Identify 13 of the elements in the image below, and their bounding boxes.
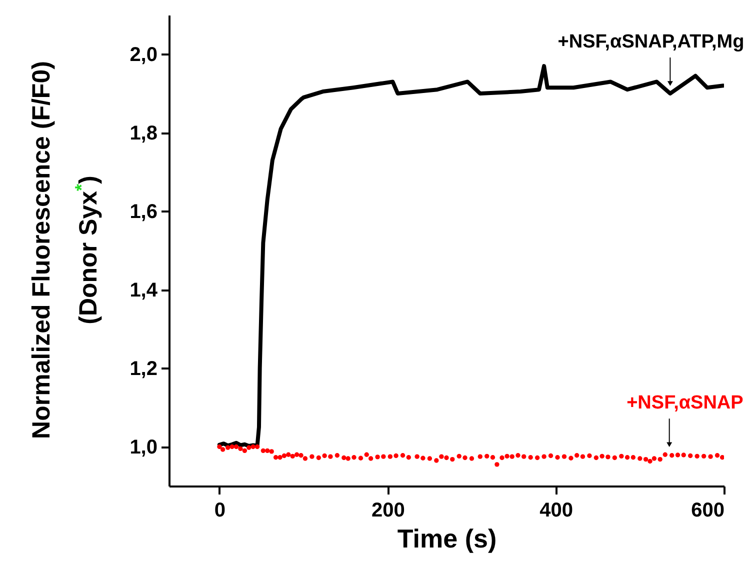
x-tick-label: 200 xyxy=(371,500,405,522)
x-tick-label: 600 xyxy=(691,500,724,522)
annotation: +NSF,αSNAP xyxy=(626,392,744,414)
x-axis-title: Time (s) xyxy=(397,524,497,554)
x-tick-label: 400 xyxy=(540,500,574,522)
annotation: +NSF,αSNAP,ATP,Mg xyxy=(558,32,744,52)
y-tick-label: 1,2 xyxy=(130,358,158,380)
y-tick-label: 1,4 xyxy=(130,279,158,302)
y-tick-label: 1,0 xyxy=(130,436,158,458)
y-tick-label: 1,6 xyxy=(130,200,158,223)
y-tick-label: 2,0 xyxy=(130,44,158,66)
y-tick-label: 1,8 xyxy=(130,122,158,144)
x-tick-label: 0 xyxy=(214,500,226,522)
